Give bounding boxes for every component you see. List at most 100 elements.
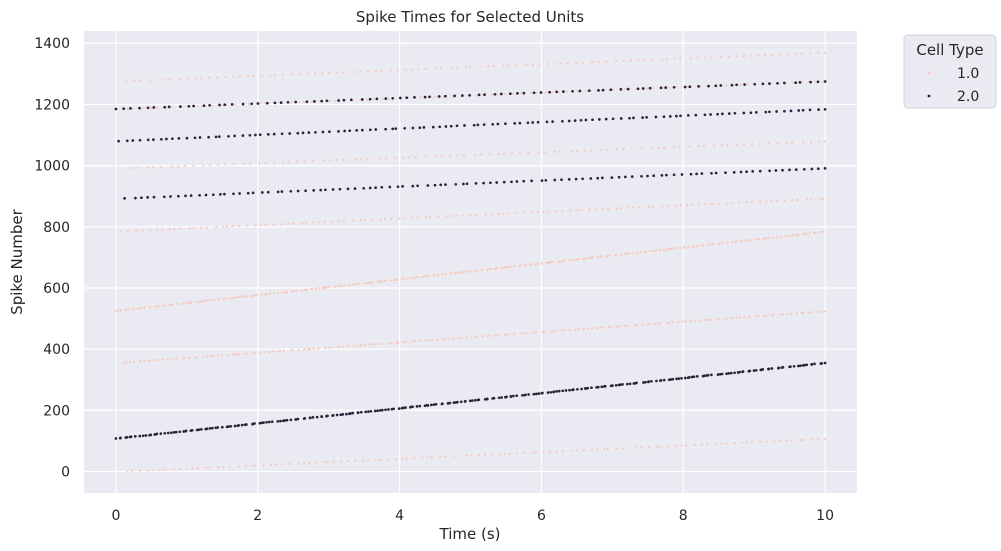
spike-point xyxy=(147,469,150,472)
spike-point xyxy=(470,270,473,273)
spike-point xyxy=(452,455,455,458)
spike-point xyxy=(567,119,571,123)
spike-point xyxy=(803,232,806,235)
spike-point xyxy=(757,315,760,318)
spike-point xyxy=(169,106,173,109)
spike-point xyxy=(619,383,622,387)
spike-point xyxy=(668,86,671,89)
spike-point xyxy=(164,78,167,81)
spike-point xyxy=(349,98,353,102)
spike-point xyxy=(301,222,304,225)
spike-point xyxy=(682,246,686,249)
spike-point xyxy=(817,108,820,111)
spike-point xyxy=(437,95,441,98)
spike-point xyxy=(346,187,350,191)
spike-point xyxy=(795,198,799,201)
spike-point xyxy=(499,453,502,456)
spike-point xyxy=(360,128,364,132)
spike-point xyxy=(575,61,578,64)
spike-point xyxy=(163,468,166,471)
spike-point xyxy=(143,360,146,363)
spike-point xyxy=(449,124,453,128)
spike-point xyxy=(182,357,186,360)
spike-point xyxy=(470,454,473,457)
spike-point xyxy=(655,379,658,383)
spike-point xyxy=(289,418,293,422)
spike-point xyxy=(305,100,309,104)
spike-point xyxy=(171,303,174,306)
spike-point xyxy=(201,300,204,303)
spike-point xyxy=(814,231,817,234)
spike-point xyxy=(114,309,117,313)
spike-point xyxy=(779,53,782,56)
spike-point xyxy=(724,84,728,87)
spike-point xyxy=(743,83,746,86)
spike-point xyxy=(337,130,340,133)
spike-point xyxy=(482,123,486,126)
spike-point xyxy=(207,135,210,139)
spike-point xyxy=(543,151,547,154)
spike-point xyxy=(745,170,748,174)
spike-point xyxy=(641,87,645,90)
spike-point xyxy=(537,151,541,154)
spike-point xyxy=(536,211,539,214)
spike-point xyxy=(786,53,789,56)
spike-point xyxy=(510,265,513,268)
spike-point xyxy=(201,104,204,108)
spike-point xyxy=(468,66,472,69)
spike-point xyxy=(695,172,698,176)
spike-point xyxy=(657,322,660,325)
spike-point xyxy=(135,166,138,169)
spike-point xyxy=(272,350,275,353)
spike-point xyxy=(172,468,175,471)
spike-point xyxy=(601,208,604,211)
spike-point xyxy=(503,92,506,96)
spike-point xyxy=(680,173,684,176)
spike-point xyxy=(550,260,554,264)
spike-point xyxy=(396,185,400,189)
spike-point xyxy=(783,81,786,85)
spike-point xyxy=(114,437,118,440)
spike-point xyxy=(609,325,612,328)
spike-point xyxy=(198,136,202,139)
spike-point xyxy=(289,101,292,104)
spike-point xyxy=(262,464,265,467)
spike-point xyxy=(659,86,663,90)
spike-point xyxy=(441,273,444,276)
spike-point xyxy=(471,399,474,402)
spike-point xyxy=(590,149,593,152)
spike-point xyxy=(120,230,123,233)
spike-point xyxy=(686,114,690,117)
spike-point xyxy=(192,104,195,108)
spike-point xyxy=(746,83,749,86)
spike-point xyxy=(226,297,229,300)
spike-point xyxy=(515,394,519,398)
spike-point xyxy=(413,276,416,279)
spike-point xyxy=(217,135,221,138)
spike-point xyxy=(131,308,134,311)
spike-point xyxy=(260,74,263,77)
spike-point xyxy=(484,453,487,456)
spike-point xyxy=(317,347,320,350)
spike-point xyxy=(684,320,687,323)
spike-point xyxy=(185,136,189,140)
spike-point xyxy=(582,257,585,260)
spike-point xyxy=(332,460,336,463)
spike-point xyxy=(615,325,618,328)
spike-point xyxy=(566,62,569,65)
spike-point xyxy=(495,181,499,184)
spike-point xyxy=(459,400,463,404)
spike-point xyxy=(468,93,471,97)
spike-point xyxy=(642,59,645,62)
spike-point xyxy=(679,57,682,60)
spike-point xyxy=(706,443,709,446)
spike-point xyxy=(276,291,279,294)
spike-point xyxy=(523,211,526,214)
spike-point xyxy=(119,309,122,312)
spike-point xyxy=(518,121,522,125)
spike-point xyxy=(146,138,150,142)
spike-point xyxy=(615,447,618,450)
spike-point xyxy=(750,200,754,204)
spike-point xyxy=(563,329,566,332)
spike-point xyxy=(671,321,674,324)
